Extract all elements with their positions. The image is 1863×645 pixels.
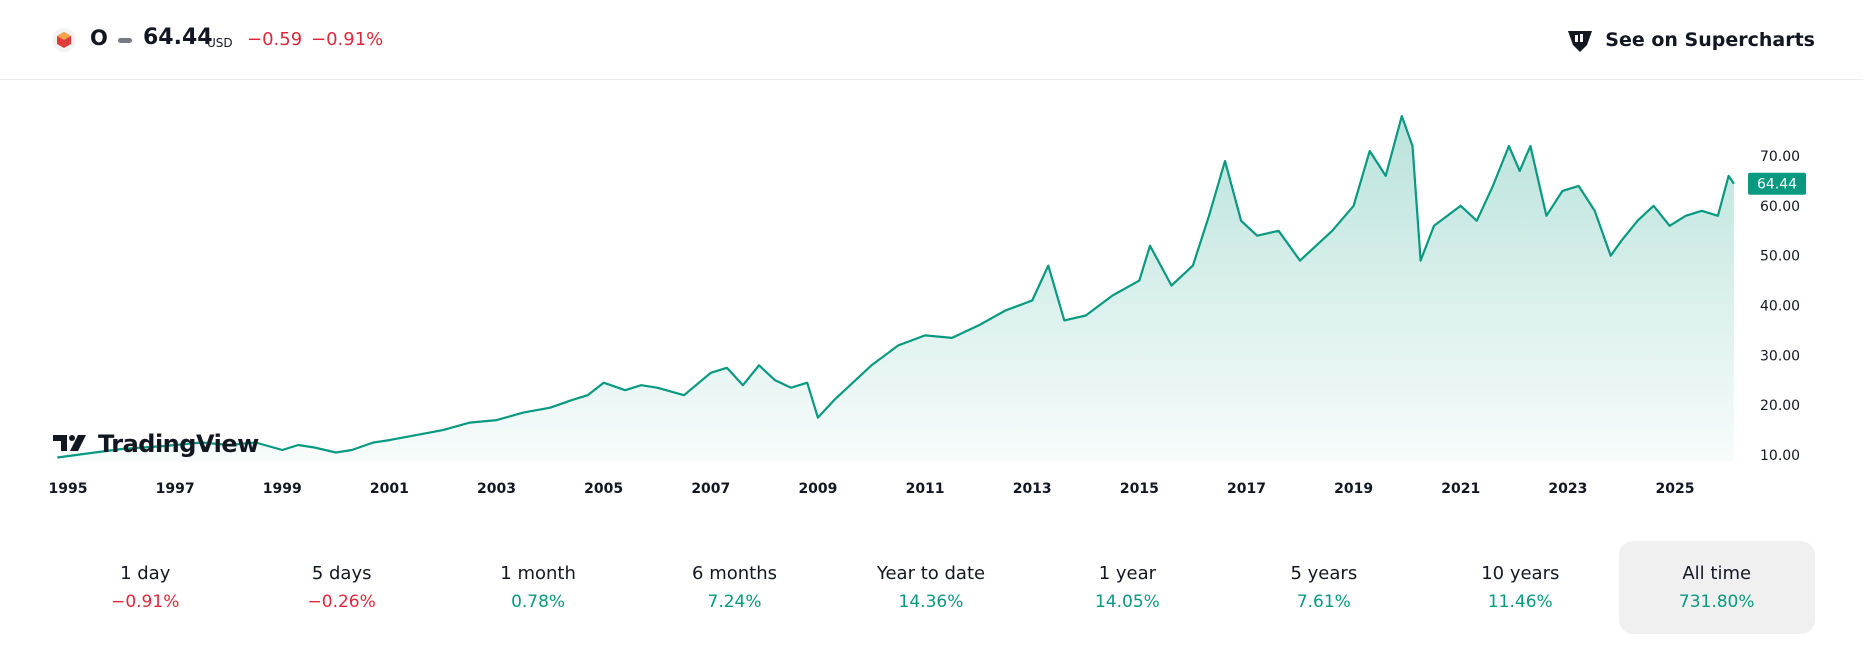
period-change: 7.24% [707,592,762,612]
price-change: −0.59 [247,29,303,50]
period-change: 11.46% [1487,592,1553,612]
period-change: 731.80% [1678,592,1755,612]
x-axis-tick-label: 2017 [1227,481,1266,497]
period-label: Year to date [876,563,986,584]
x-axis-tick-label: 2025 [1656,481,1695,497]
price-area-fill [57,116,1734,462]
price-area-chart[interactable]: 10.00 20.00 30.00 40.00 50.00 60.00 70.00 1995 1… [0,80,1863,500]
period-change: 14.36% [898,592,964,612]
period-tab[interactable]: 5 days −0.26% [243,541,439,634]
period-tab[interactable]: 1 year 14.05% [1029,541,1225,634]
x-axis-tick-label: 2001 [370,481,409,497]
tradingview-watermark: TradingView [52,430,259,458]
period-tab[interactable]: All time 731.80% [1618,541,1815,634]
performance-period-tabs: 1 day −0.91% 5 days −0.26% 1 month 0.78% 6 mon… [47,541,1815,634]
x-axis-tick-label: 2019 [1334,481,1373,497]
x-axis-tick-label: 2021 [1441,481,1480,497]
tradingview-wordmark: TradingView [98,430,259,458]
period-change: −0.26% [307,592,376,612]
period-label: 10 years [1481,563,1560,584]
supercharts-label: See on Supercharts [1605,29,1815,51]
y-axis-tick-label: 40.00 [1760,299,1800,315]
y-axis-tick-label: 50.00 [1760,249,1800,265]
realty-income-logo-icon [52,28,76,52]
period-label: 1 day [120,563,171,584]
period-label: 1 year [1098,563,1157,584]
y-axis-tick-label: 30.00 [1760,348,1800,364]
period-change: 0.78% [511,592,566,612]
see-on-supercharts-link[interactable]: See on Supercharts [1565,22,1815,58]
last-price-tag [1748,172,1806,195]
y-axis-tick-label: 20.00 [1760,398,1800,414]
x-axis-tick-label: 2011 [906,481,945,497]
currency-label: USD [207,36,233,50]
symbol-header: O 64.44 USD −0.59 −0.91% See on Supercha… [0,0,1863,80]
period-tab[interactable]: Year to date 14.36% [833,541,1029,634]
x-axis-tick-label: 2015 [1120,481,1159,497]
price-series-line [57,115,1735,459]
last-price: 64.44 [143,25,213,50]
x-axis-tick-label: 2005 [584,481,623,497]
y-axis-tick-label: 70.00 [1760,149,1800,165]
x-axis-tick-label: 1997 [156,481,195,497]
y-axis-tick-label: 60.00 [1760,199,1800,215]
period-label: 6 months [692,563,778,584]
period-change: 14.05% [1094,592,1160,612]
x-axis-tick-label: 2007 [691,481,730,497]
period-label: 5 days [311,563,372,584]
last-price-tag-label: 64.44 [1757,177,1797,193]
period-tab[interactable]: 6 months 7.24% [636,541,832,634]
x-axis-tick-label: 1995 [49,481,88,497]
x-axis-tick-label: 1999 [263,481,302,497]
price-change-percent: −0.91% [311,29,384,50]
y-axis-tick-label: 10.00 [1760,448,1800,464]
x-axis-tick-label: 2013 [1013,481,1052,497]
period-tab[interactable]: 10 years 11.46% [1422,541,1618,634]
tradingview-logo-icon [53,435,86,451]
period-change: 7.61% [1296,592,1351,612]
period-tab[interactable]: 1 day −0.91% [47,541,243,634]
period-label: 5 years [1290,563,1358,584]
period-tab[interactable]: 5 years 7.61% [1226,541,1422,634]
ticker-symbol[interactable]: O [90,26,108,50]
x-axis-tick-label: 2009 [798,481,837,497]
period-change: −0.91% [111,592,180,612]
period-label: All time [1682,563,1752,584]
period-label: 1 month [500,563,576,584]
market-status-dot-icon [118,38,132,43]
supercharts-icon [1568,31,1593,52]
period-tab[interactable]: 1 month 0.78% [440,541,636,634]
x-axis-tick-label: 2023 [1548,481,1587,497]
x-axis-tick-label: 2003 [477,481,516,497]
